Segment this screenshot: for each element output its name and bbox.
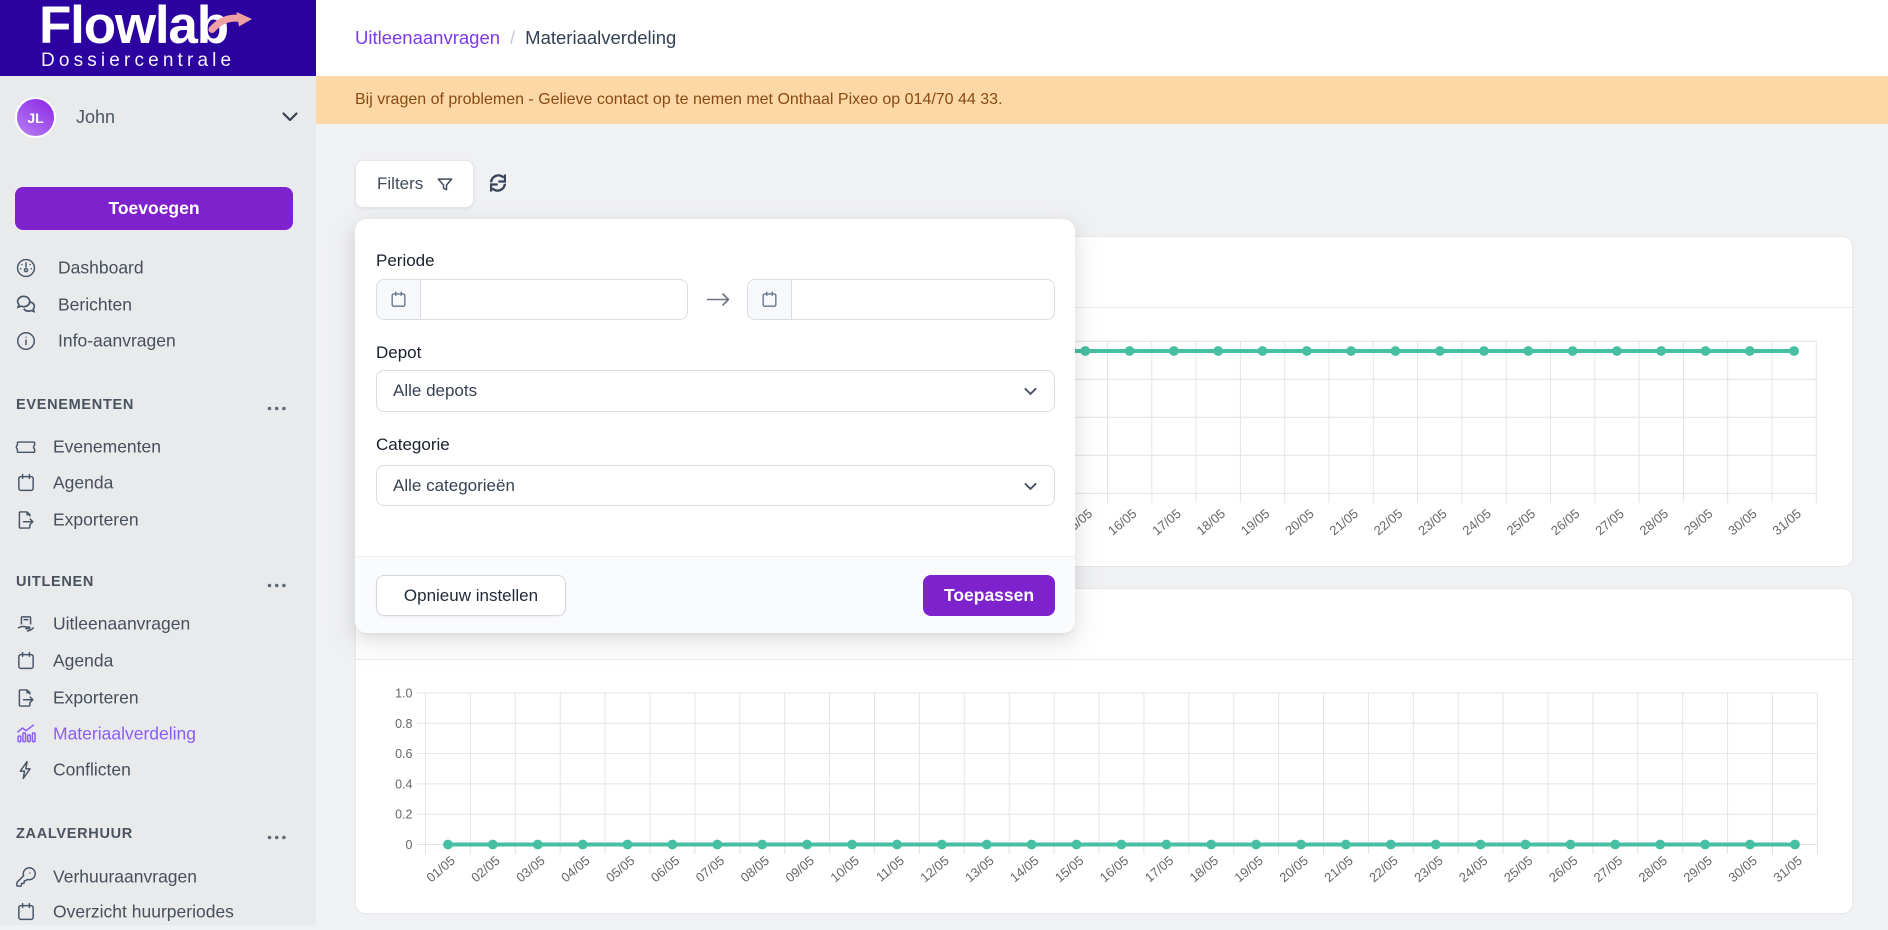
svg-text:01/05: 01/05 bbox=[423, 853, 458, 885]
svg-text:21/05: 21/05 bbox=[1321, 853, 1356, 885]
svg-text:19/05: 19/05 bbox=[1238, 506, 1273, 538]
svg-text:20/05: 20/05 bbox=[1282, 506, 1317, 538]
svg-text:0.4: 0.4 bbox=[395, 777, 412, 791]
svg-text:25/05: 25/05 bbox=[1504, 506, 1539, 538]
svg-text:07/05: 07/05 bbox=[693, 853, 728, 885]
svg-text:17/05: 17/05 bbox=[1149, 506, 1184, 538]
svg-text:21/05: 21/05 bbox=[1326, 506, 1361, 538]
svg-text:09/05: 09/05 bbox=[782, 853, 817, 885]
svg-text:10/05: 10/05 bbox=[827, 853, 862, 885]
svg-text:18/05: 18/05 bbox=[1194, 506, 1229, 538]
svg-text:0.2: 0.2 bbox=[395, 808, 412, 822]
svg-text:0: 0 bbox=[406, 838, 413, 852]
svg-text:11/05: 11/05 bbox=[873, 853, 907, 885]
svg-text:03/05: 03/05 bbox=[513, 853, 548, 885]
svg-text:18/05: 18/05 bbox=[1187, 853, 1222, 885]
svg-text:17/05: 17/05 bbox=[1142, 853, 1177, 885]
svg-text:31/05: 31/05 bbox=[1769, 506, 1804, 538]
svg-text:04/05: 04/05 bbox=[558, 853, 593, 885]
svg-text:0.8: 0.8 bbox=[395, 717, 412, 731]
svg-text:26/05: 26/05 bbox=[1548, 506, 1583, 538]
svg-text:12/05: 12/05 bbox=[917, 853, 952, 885]
svg-text:22/05: 22/05 bbox=[1366, 853, 1401, 885]
svg-text:1.0: 1.0 bbox=[395, 687, 412, 701]
svg-text:26/05: 26/05 bbox=[1546, 853, 1581, 885]
svg-text:22/05: 22/05 bbox=[1371, 506, 1406, 538]
svg-text:29/05: 29/05 bbox=[1680, 853, 1715, 885]
svg-text:23/05: 23/05 bbox=[1415, 506, 1450, 538]
svg-text:25/05: 25/05 bbox=[1501, 853, 1536, 885]
svg-text:06/05: 06/05 bbox=[648, 853, 683, 885]
svg-text:30/05: 30/05 bbox=[1725, 853, 1760, 885]
svg-text:30/05: 30/05 bbox=[1725, 506, 1760, 538]
svg-text:24/05: 24/05 bbox=[1459, 506, 1494, 538]
svg-text:16/05: 16/05 bbox=[1105, 506, 1140, 538]
svg-text:02/05: 02/05 bbox=[468, 853, 503, 885]
svg-text:19/05: 19/05 bbox=[1231, 853, 1266, 885]
svg-text:0.6: 0.6 bbox=[395, 747, 412, 761]
svg-text:05/05: 05/05 bbox=[603, 853, 638, 885]
svg-text:31/05: 31/05 bbox=[1770, 853, 1805, 885]
svg-text:28/05: 28/05 bbox=[1636, 853, 1671, 885]
svg-text:29/05: 29/05 bbox=[1681, 506, 1716, 538]
svg-text:24/05: 24/05 bbox=[1456, 853, 1491, 885]
svg-text:15/05: 15/05 bbox=[1052, 853, 1087, 885]
svg-text:13/05: 13/05 bbox=[962, 853, 997, 885]
svg-text:27/05: 27/05 bbox=[1592, 506, 1627, 538]
svg-text:23/05: 23/05 bbox=[1411, 853, 1446, 885]
svg-text:28/05: 28/05 bbox=[1637, 506, 1672, 538]
svg-text:16/05: 16/05 bbox=[1097, 853, 1132, 885]
svg-text:14/05: 14/05 bbox=[1007, 853, 1042, 885]
svg-text:27/05: 27/05 bbox=[1591, 853, 1626, 885]
svg-text:20/05: 20/05 bbox=[1276, 853, 1311, 885]
svg-text:08/05: 08/05 bbox=[738, 853, 773, 885]
